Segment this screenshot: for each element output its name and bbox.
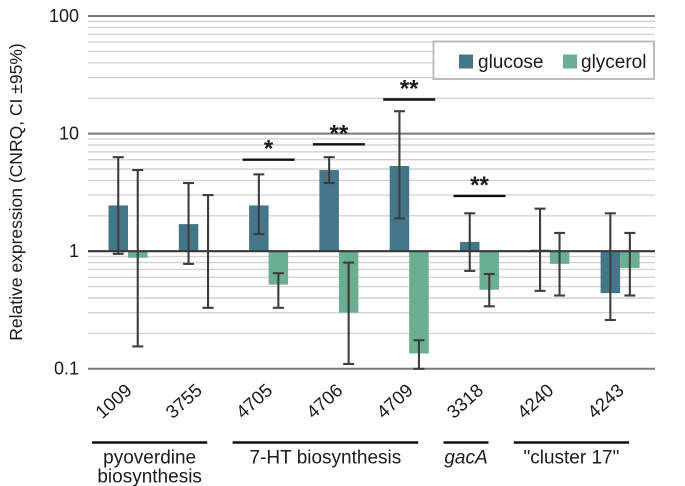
significance-marker-4709: ** [383,75,436,102]
error-bars-layer [112,110,636,370]
y-tick-label-10: 10 [59,123,79,143]
bar-glycerol-4705 [268,251,289,285]
error-bar-glucose-3755 [183,181,195,265]
error-bar-glucose-4240 [534,207,546,292]
y-tick-label-100: 100 [49,6,79,26]
error-bar-glycerol-4243 [624,231,636,297]
x-tick-label-4706: 4706 [302,379,347,422]
category-group-7-htbiosynthesis: 7-HT biosynthesis [232,441,419,469]
error-bar-glycerol-4240 [554,231,566,297]
error-bar-glycerol-4709 [413,339,425,370]
significance-stars: ** [400,75,419,102]
error-bar-glycerol-4706 [343,261,355,365]
gridlines-layer [88,15,655,370]
bar-glucose-4706 [319,170,339,252]
category-group-cluster17: "cluster 17" [513,441,630,469]
error-bar-glycerol-3318 [483,272,495,308]
y-tick-label-1: 1 [69,241,79,261]
significance-stars: * [264,136,274,163]
bar-glycerol-3318 [479,251,499,290]
error-bar-glucose-1009 [112,156,124,255]
x-tick-label-4243: 4243 [583,379,628,422]
error-bar-glycerol-4705 [272,272,284,309]
group-label: 7-HT biosynthesis [250,448,402,469]
error-bar-glucose-3318 [464,212,476,272]
significance-marker-4705: * [242,136,295,163]
error-bar-glycerol-3755 [202,194,214,309]
x-tick-label-4240: 4240 [513,379,558,422]
legend-swatch-glycerol [563,54,577,69]
x-axis-labels-layer: 1009 3755 4705 4706 4709 3318 4240 4243 pyoverdi… [91,379,630,486]
significance-marker-4706: ** [312,120,365,147]
x-tick-label-3755: 3755 [161,379,206,422]
bar-glycerol-4709 [409,251,429,354]
significance-stars: ** [330,120,349,147]
group-label: "cluster 17" [524,448,620,469]
x-tick-label-3318: 3318 [443,379,488,422]
x-tick-label-4709: 4709 [372,379,417,422]
legend-swatch-glucose [459,54,473,69]
category-group-gaca: gacA [443,441,489,469]
legend-label-glycerol: glycerol [581,52,646,73]
error-bar-glucose-4706 [323,156,335,185]
error-bar-glucose-4709 [393,110,405,220]
legend: glucose glycerol [432,40,655,80]
significance-marker-3318: ** [453,172,506,199]
y-axis-title: Relative expression (CNRQ, CI ±95%) [6,43,26,340]
significance-stars: ** [470,172,489,199]
group-label: gacA [444,448,487,469]
error-bar-glucose-4705 [253,173,265,236]
x-tick-label-4705: 4705 [232,379,277,422]
y-tick-label-0-1: 0.1 [54,359,79,379]
group-label: biosynthesis [97,467,202,486]
group-label: pyoverdine [103,448,196,469]
significance-layer: ******* [242,75,506,199]
error-bar-glucose-4243 [604,212,616,322]
error-bar-glycerol-1009 [132,168,144,348]
x-tick-label-1009: 1009 [91,379,136,422]
legend-label-glucose: glucose [478,52,544,73]
